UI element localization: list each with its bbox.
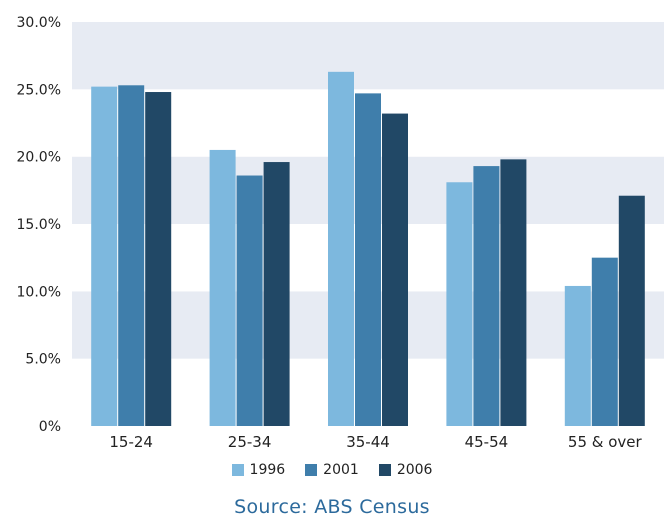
x-tick-label: 15-24: [109, 433, 153, 451]
bar-2001-25-34: [236, 175, 263, 426]
bar-1996-35-44: [328, 71, 354, 427]
bar-2001-55-over: [591, 257, 618, 426]
bar-2001-15-24: [118, 85, 145, 426]
source-note: Source: ABS Census: [234, 496, 430, 518]
y-tick-label: 20.0%: [17, 150, 61, 166]
bar-1996-25-34: [209, 149, 236, 426]
legend-label-2001: 2001: [323, 462, 359, 478]
bar-2006-35-44: [382, 113, 408, 426]
y-tick-label: 30.0%: [17, 15, 61, 31]
legend-item-2001: 2001: [305, 462, 359, 478]
y-tick-label: 0%: [39, 419, 61, 435]
bar-1996-55-over: [564, 285, 591, 426]
legend: 1996 2001 2006: [0, 462, 664, 478]
grid-band: [72, 22, 664, 90]
bar-1996-45-54: [446, 182, 473, 426]
legend-label-2006: 2006: [396, 462, 433, 478]
x-tick-label: 55 & over: [568, 433, 643, 451]
legend-label-1996: 1996: [249, 462, 286, 478]
x-tick-label: 25-34: [228, 433, 272, 451]
legend-item-1996: 1996: [231, 462, 286, 478]
y-tick-label: 5.0%: [25, 352, 61, 368]
legend-item-2006: 2006: [378, 462, 433, 478]
bar-2001-35-44: [355, 93, 381, 426]
y-tick-label: 10.0%: [17, 284, 61, 300]
bar-2001-45-54: [473, 166, 500, 427]
legend-swatch-2006: [378, 464, 391, 476]
legend-swatch-1996: [231, 464, 244, 476]
y-tick-label: 25.0%: [17, 82, 61, 98]
legend-swatch-2001: [305, 464, 318, 476]
bar-2006-45-54: [500, 159, 527, 427]
bar-chart: 0% 5.0% 10.0% 15.0% 20.0% 25.0% 30.0% 15-24 25-3…: [17, 15, 664, 451]
x-tick-label: 35-44: [346, 433, 390, 451]
bar-2006-55-over: [618, 195, 645, 426]
y-tick-label: 15.0%: [17, 217, 61, 233]
x-tick-label: 45-54: [465, 433, 509, 451]
bar-2006-15-24: [145, 92, 172, 426]
bar-2006-25-34: [263, 162, 290, 426]
bar-1996-15-24: [91, 86, 118, 426]
